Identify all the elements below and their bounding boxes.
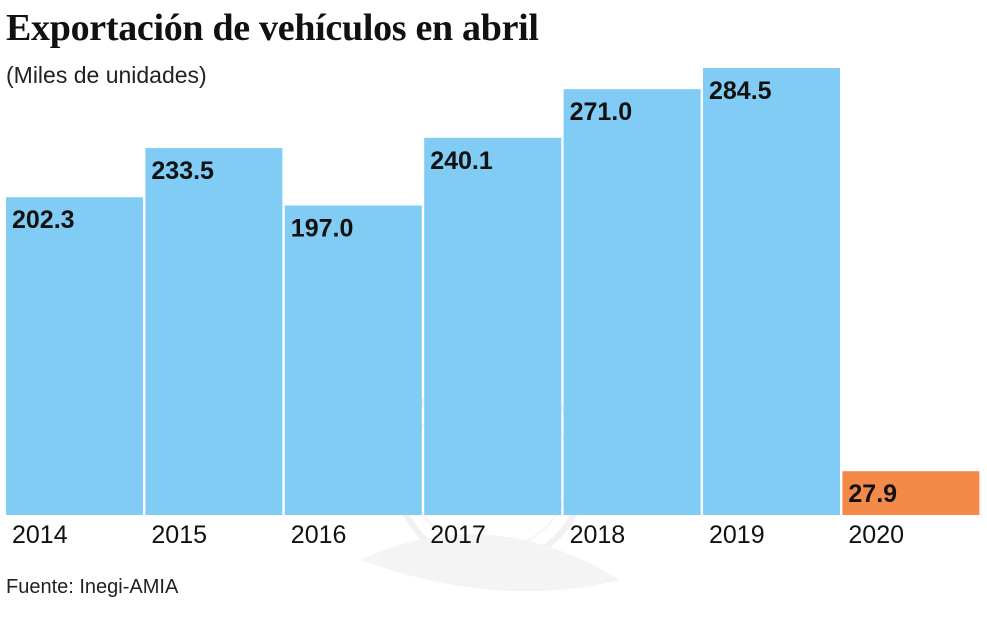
value-label-2015: 233.5	[151, 157, 214, 185]
bar-2018	[563, 89, 701, 515]
bar-2014	[6, 197, 143, 515]
bar-2016	[284, 205, 422, 515]
chart-subtitle: (Miles de unidades)	[6, 62, 207, 88]
value-label-2020: 27.9	[848, 480, 897, 508]
value-label-2018: 271.0	[570, 98, 633, 126]
bar-2015	[145, 148, 283, 515]
value-label-2017: 240.1	[430, 147, 493, 175]
x-tick-2020: 2020	[848, 521, 904, 549]
source-note: Fuente: Inegi-AMIA	[6, 576, 179, 598]
bar-2020	[842, 471, 980, 515]
chart-title: Exportación de vehículos en abril	[6, 7, 539, 49]
x-tick-2018: 2018	[570, 521, 626, 549]
x-tick-2019: 2019	[709, 521, 765, 549]
value-label-2019: 284.5	[709, 77, 772, 105]
x-tick-2016: 2016	[291, 521, 347, 549]
x-tick-2015: 2015	[151, 521, 207, 549]
bar-2017	[424, 137, 562, 516]
value-label-2014: 202.3	[12, 206, 75, 234]
bar-2019	[703, 68, 840, 515]
x-tick-2014: 2014	[12, 521, 68, 549]
value-label-2016: 197.0	[291, 215, 354, 243]
x-tick-2017: 2017	[430, 521, 486, 549]
